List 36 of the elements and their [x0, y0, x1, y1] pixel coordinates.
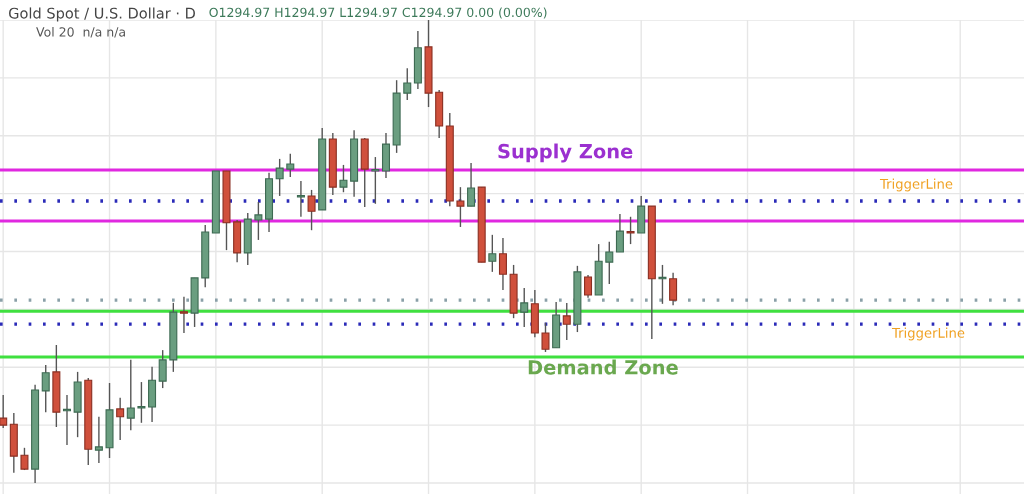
candlestick [339, 164, 348, 193]
text: TriggerLine [879, 178, 953, 192]
candlestick [126, 359, 135, 431]
annotation: Vol 20 n/a n/a [36, 26, 125, 38]
text: TriggerLine [891, 327, 965, 341]
candlestick [403, 67, 412, 101]
candlestick [286, 153, 295, 178]
candlestick [137, 381, 146, 424]
candlestick [94, 416, 103, 464]
chart-title: Gold Spot / U.S. Dollar · D [9, 7, 195, 22]
candlestick [41, 364, 50, 413]
candlestick [158, 349, 167, 389]
candlestick [562, 302, 571, 341]
candlestick [498, 237, 507, 291]
candlestick [626, 216, 635, 245]
annotation: Demand Zone [528, 359, 678, 375]
candlestick [541, 322, 550, 353]
candlestick [605, 241, 614, 285]
candlestick [488, 234, 497, 273]
candlestick [371, 156, 380, 205]
candlestick [669, 272, 678, 306]
chart-subtitle: O1294.97 H1294.97 L1294.97 C1294.97 0.00 (0.00%) [209, 7, 547, 19]
candlestick [116, 397, 125, 441]
candlestick [254, 201, 263, 241]
candlestick [658, 264, 667, 305]
candlestick [307, 189, 316, 231]
candlestick [520, 287, 529, 328]
candlestick [0, 394, 8, 429]
candlestick [615, 213, 624, 253]
candlestick [584, 274, 593, 299]
candlestick [275, 158, 284, 197]
annotation: Supply Zone [498, 143, 633, 163]
candlestick [467, 162, 476, 207]
candlestick [456, 186, 465, 228]
candlestick [179, 296, 188, 334]
candlestick [296, 180, 305, 218]
